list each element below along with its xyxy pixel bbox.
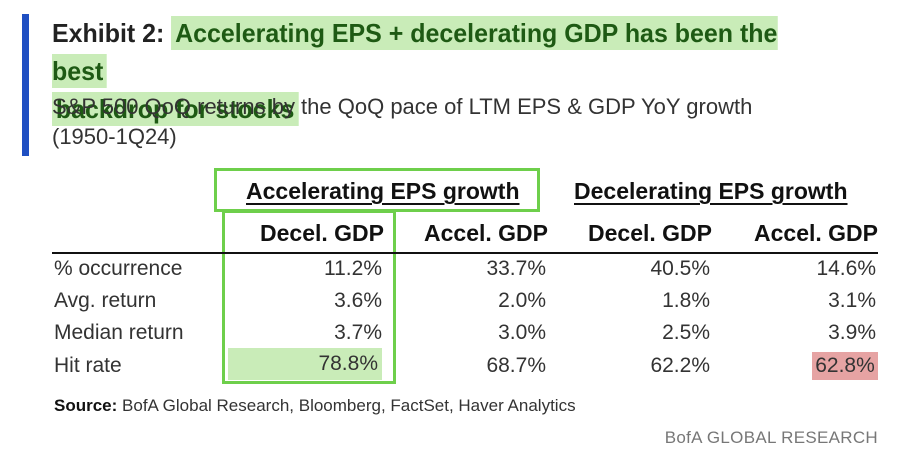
table-cell: 62.2%	[650, 354, 710, 377]
table-cell: 2.5%	[662, 321, 710, 344]
table-cell: 1.8%	[662, 289, 710, 312]
exhibit-subtitle: S&P 500 QoQ returns by the QoQ pace of L…	[52, 92, 872, 152]
group-header-accelerating: Accelerating EPS growth	[246, 178, 520, 204]
table-cell: 14.6%	[816, 257, 876, 280]
group-header-decelerating: Decelerating EPS growth	[574, 178, 848, 204]
table-cell: 33.7%	[486, 257, 546, 280]
source-note: Source: BofA Global Research, Bloomberg,…	[54, 396, 576, 416]
subtitle-line2: (1950-1Q24)	[52, 124, 177, 149]
table-cell: 2.0%	[498, 289, 546, 312]
table-cell: 3.6%	[334, 289, 382, 312]
subtitle-line1: S&P 500 QoQ returns by the QoQ pace of L…	[52, 94, 753, 119]
table-cell: 3.1%	[828, 289, 876, 312]
row-label-hit-rate: Hit rate	[54, 354, 122, 377]
brand-label: BofA GLOBAL RESEARCH	[664, 428, 878, 447]
row-label-avg-return: Avg. return	[54, 289, 157, 312]
source-label: Source:	[54, 396, 118, 415]
table-cell: 40.5%	[650, 257, 710, 280]
source-text: BofA Global Research, Bloomberg, FactSet…	[117, 396, 576, 415]
table-cell: 68.7%	[486, 354, 546, 377]
column-header-4: Accel. GDP	[754, 220, 878, 246]
row-label-occurrence: % occurrence	[54, 257, 183, 280]
table-cell-highlight-green: 78.8%	[228, 348, 382, 380]
title-highlight-line2: backdrop for stocks	[52, 92, 299, 126]
table-cell: 11.2%	[324, 257, 382, 280]
column-header-2: Accel. GDP	[424, 220, 548, 246]
exhibit-label: Exhibit 2:	[52, 18, 165, 48]
exhibit-title: Exhibit 2: Accelerating EPS + decelerati…	[52, 14, 839, 128]
accent-bar	[22, 14, 29, 156]
column-highlight-box	[222, 210, 396, 384]
table-cell: 3.0%	[498, 321, 546, 344]
header-rule	[52, 252, 878, 254]
table-cell: 3.7%	[334, 321, 382, 344]
column-header-3: Decel. GDP	[588, 220, 712, 246]
table-cell: 3.9%	[828, 321, 876, 344]
table-cell-highlight-red: 62.8%	[812, 352, 878, 380]
row-label-median-return: Median return	[54, 321, 184, 344]
column-header-1: Decel. GDP	[260, 220, 384, 246]
